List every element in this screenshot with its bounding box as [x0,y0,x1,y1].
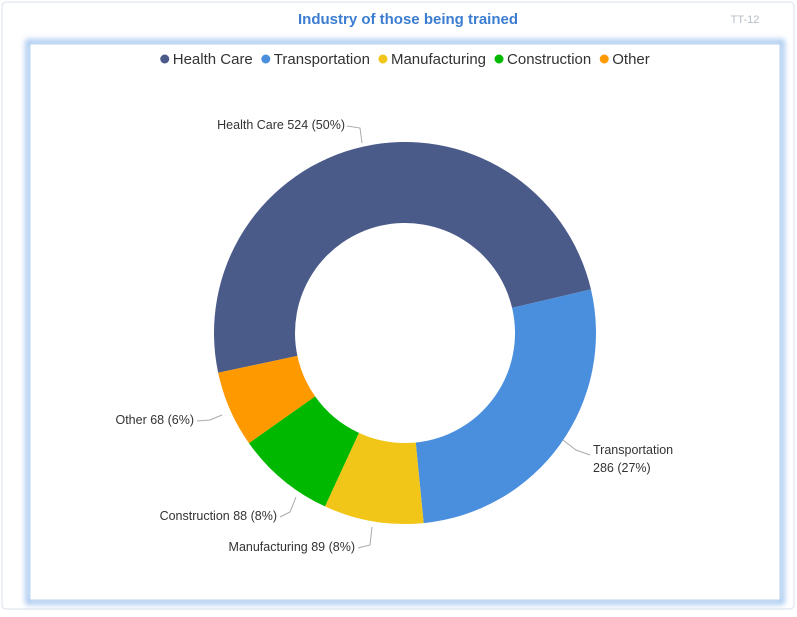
donut-slice [218,355,316,444]
data-label: Other 68 (6%) [115,413,194,427]
legend-label: Transportation [274,51,370,68]
legend-label: Construction [507,51,591,68]
leader-line [357,526,373,549]
leader-line [196,414,223,422]
data-labels: Health Care 524 (50%) Transportation 286 (… [115,118,673,554]
legend-label: Manufacturing [391,51,486,68]
data-label: Construction 88 (8%) [160,509,277,523]
data-label-value: 89 (8%) [308,540,355,554]
legend-marker [599,54,609,64]
data-label-category: Manufacturing [229,540,308,554]
legend-label: Health Care [173,51,253,68]
donut-slice [214,142,591,373]
data-label-category: Transportation [593,443,673,457]
leader-line [279,496,297,518]
data-label-value: 88 (8%) [230,509,277,523]
data-label-value: 286 (27%) [593,461,651,475]
donut-slice [248,396,359,507]
data-label-category: Construction [160,509,230,523]
donut [214,142,596,525]
leader-line [562,439,591,456]
donut-slice [324,432,424,525]
data-label: Transportation 286 (27%) [593,443,673,475]
data-label-value: 524 (50%) [284,118,345,132]
legend-marker [261,54,271,64]
donut-slice [415,289,596,524]
data-label-value: 68 (6%) [147,413,194,427]
chart-id: TT-12 [731,14,760,26]
chart-title: Industry of those being trained [298,11,518,28]
legend-label: Other [612,51,650,68]
data-label-category: Health Care [217,118,284,132]
legend-marker [378,54,388,64]
legend-marker [494,54,504,64]
legend-marker [160,54,170,64]
leader-line [346,125,363,144]
data-label: Manufacturing 89 (8%) [229,540,355,554]
data-label-category: Other [115,413,146,427]
panel-glow [25,39,785,605]
legend: Health Care Transportation Manufacturing Co… [160,51,650,68]
data-label: Health Care 524 (50%) [217,118,345,132]
